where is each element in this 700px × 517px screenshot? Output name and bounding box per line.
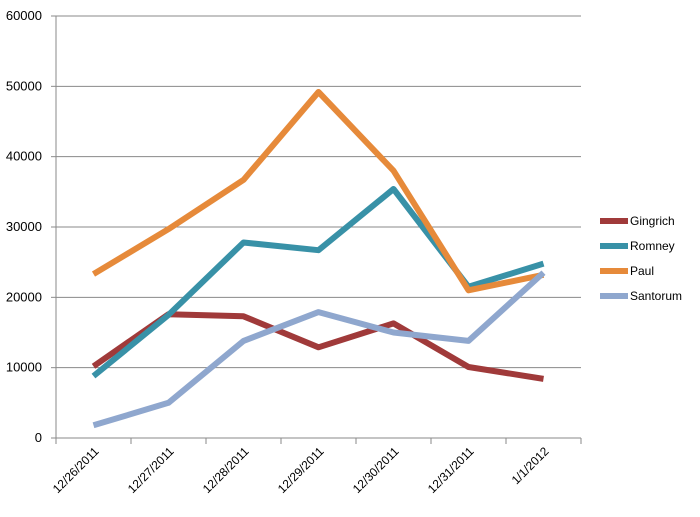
y-tick-label: 30000	[6, 219, 42, 234]
x-tick-label: 12/31/2011	[425, 444, 477, 496]
x-tick-label: 12/28/2011	[200, 444, 252, 496]
x-tick-label: 1/1/2012	[509, 444, 552, 487]
y-tick-label: 20000	[6, 289, 42, 304]
y-tick-label: 10000	[6, 360, 42, 375]
x-tick-label: 12/27/2011	[125, 444, 177, 496]
gridlines	[56, 15, 581, 369]
y-tick-label: 0	[35, 430, 42, 445]
series-lines	[91, 89, 546, 429]
x-tick-label: 12/29/2011	[275, 444, 327, 496]
legend-label: Santorum	[630, 289, 682, 303]
x-tick-label: 12/26/2011	[50, 444, 102, 496]
series-line-santorum	[92, 270, 546, 429]
series-line-paul	[91, 89, 545, 294]
y-tick-label: 50000	[6, 78, 42, 93]
legend-label: Romney	[630, 239, 675, 253]
legend-label: Paul	[630, 264, 654, 278]
y-tick-label: 40000	[6, 149, 42, 164]
legend-label: Gingrich	[630, 214, 675, 228]
y-tick-label: 60000	[6, 8, 42, 23]
legend: Gingrich Romney Paul Santorum	[600, 214, 682, 303]
axes: 0 10000 20000 30000 40000 50000 60000 12/26/201…	[6, 8, 582, 496]
x-tick-label: 12/30/2011	[350, 444, 402, 496]
